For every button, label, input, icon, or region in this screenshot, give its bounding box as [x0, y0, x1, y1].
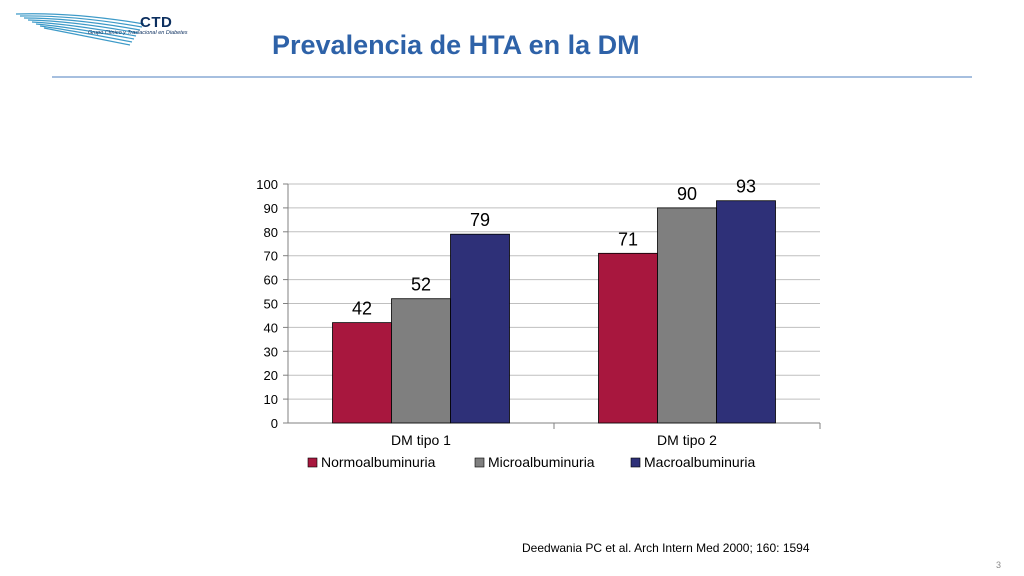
page-title: Prevalencia de HTA en la DM [272, 30, 640, 60]
bar-chart: 0 10 20 30 40 50 60 70 80 90 100 42 52 79 DM tipo 1 71 9… [256, 177, 821, 470]
y-tick-label: 0 [271, 416, 278, 431]
bar [391, 298, 451, 424]
y-tick-label: 100 [256, 177, 278, 192]
y-tick-label: 80 [264, 225, 278, 240]
legend-label: Normoalbuminuria [321, 454, 436, 470]
bar [332, 322, 392, 424]
y-tick-label: 50 [264, 297, 278, 312]
logo-swoosh-icon [15, 13, 145, 46]
y-tick-label: 90 [264, 201, 278, 216]
data-label: 79 [470, 210, 490, 230]
x-tick-label: DM tipo 2 [657, 432, 717, 448]
legend-label: Microalbuminuria [488, 454, 595, 470]
citation: Deedwania PC et al. Arch Intern Med 2000… [522, 541, 810, 555]
legend-swatch [307, 457, 318, 468]
y-tick-label: 30 [264, 344, 278, 359]
y-tick-label: 10 [264, 392, 278, 407]
title-divider [52, 76, 972, 78]
y-tick-label: 20 [264, 368, 278, 383]
bar [657, 207, 717, 424]
data-label: 52 [411, 275, 431, 295]
y-tick-label: 40 [264, 320, 278, 335]
bar [716, 200, 776, 424]
data-label: 90 [677, 184, 697, 204]
data-label: 93 [736, 177, 756, 197]
bar [598, 252, 658, 424]
legend-swatch [474, 457, 485, 468]
data-label: 71 [618, 229, 638, 249]
legend-label: Macroalbuminuria [644, 454, 755, 470]
y-tick-label: 60 [264, 273, 278, 288]
page-number: 3 [996, 560, 1002, 570]
legend-swatch [630, 457, 641, 468]
bar [450, 233, 510, 424]
y-tick-label: 70 [264, 249, 278, 264]
x-tick-label: DM tipo 1 [391, 432, 451, 448]
data-label: 42 [352, 299, 372, 319]
logo-title: CTD [140, 14, 173, 31]
logo-subtitle: Grupo Clínico y Traslacional en Diabetes [88, 30, 188, 36]
